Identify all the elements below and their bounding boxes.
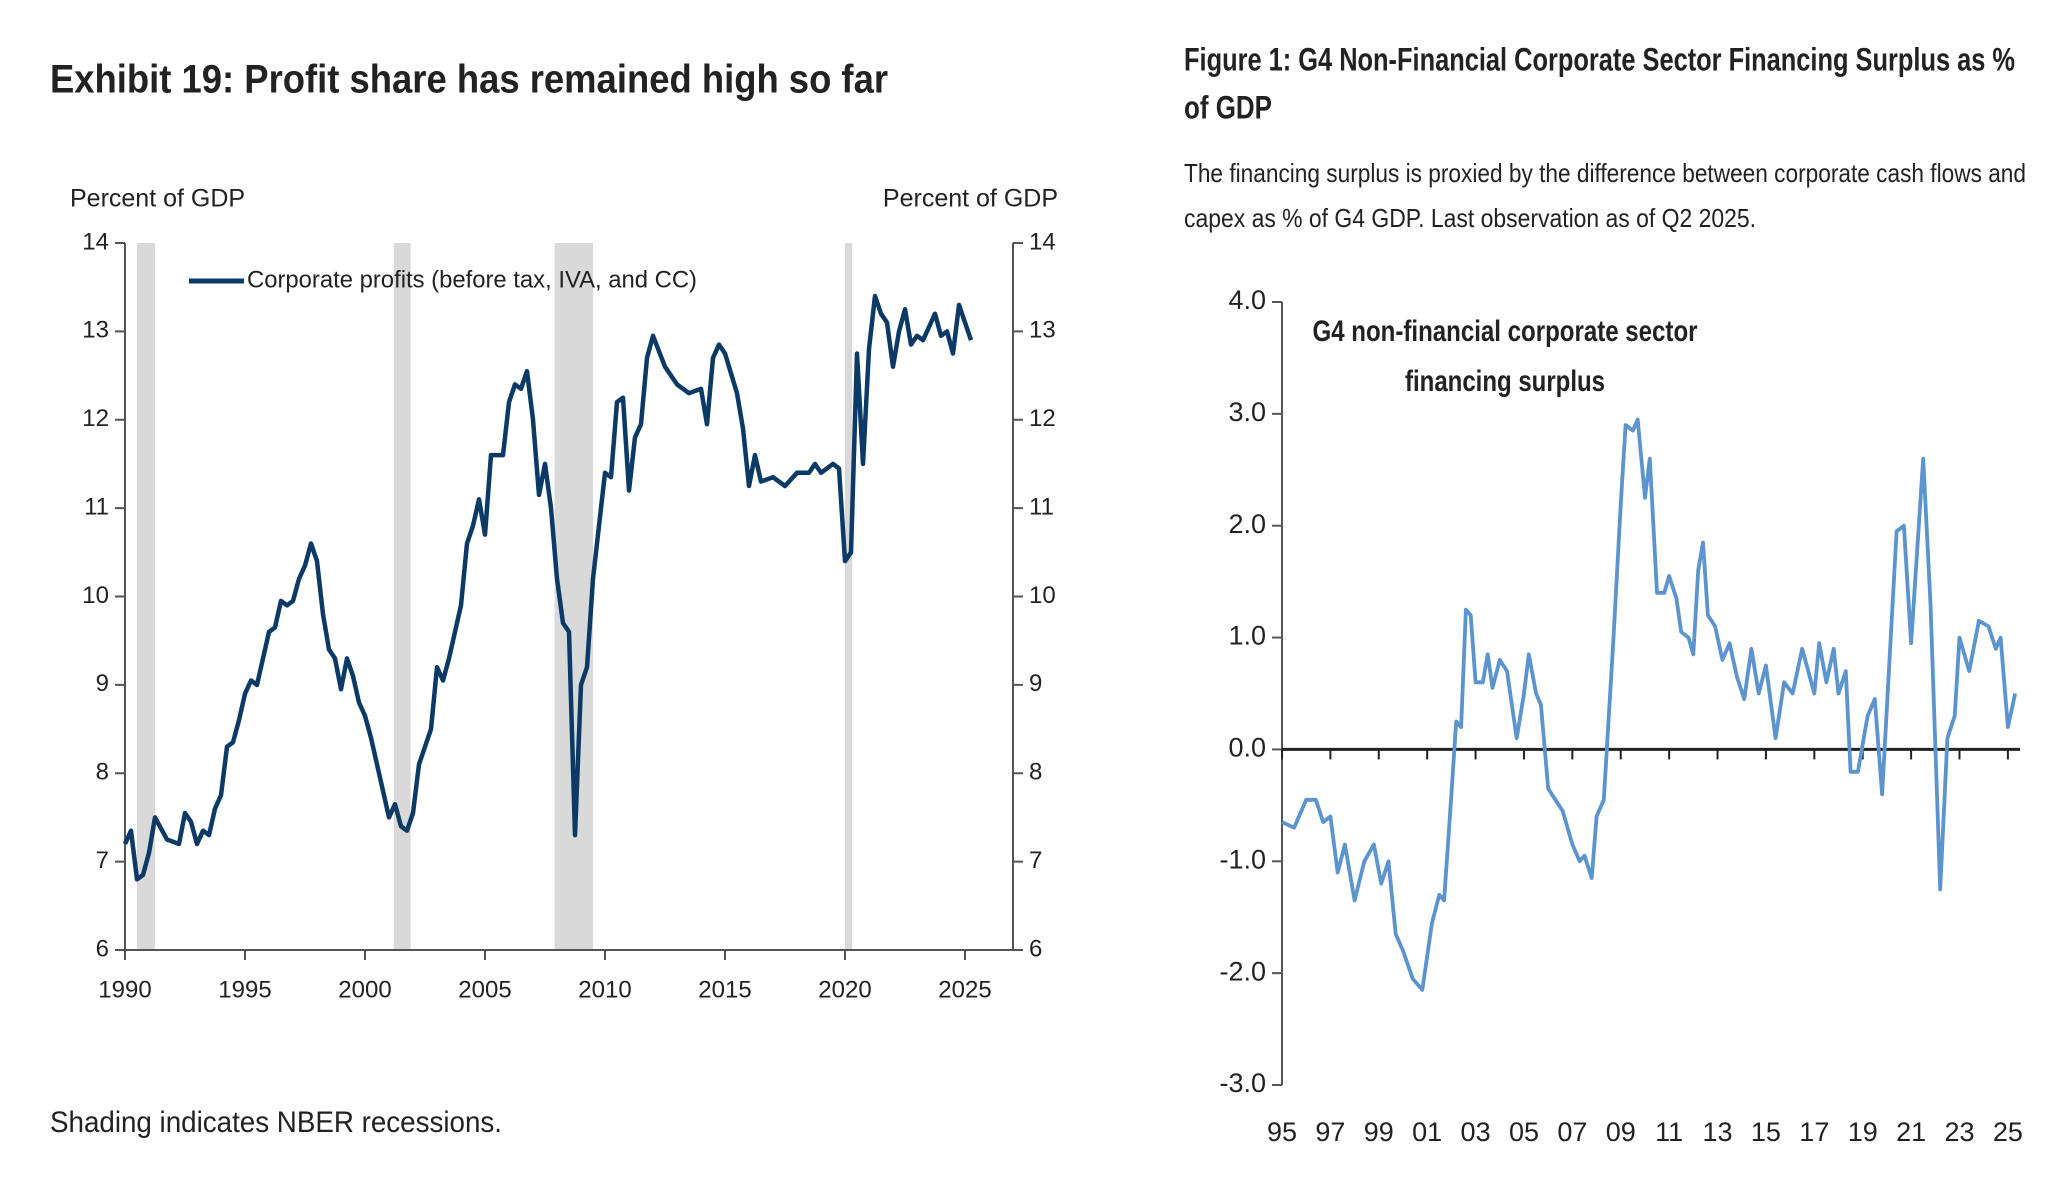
x-tick-label: 09 <box>1606 1117 1636 1147</box>
y-tick-label: 0.0 <box>1228 733 1266 763</box>
x-tick-label: 05 <box>1509 1117 1539 1147</box>
y2-tick-label: 10 <box>1029 582 1056 609</box>
subtitle: The financing surplus is proxied by the … <box>1184 158 2026 188</box>
x-tick-label: 15 <box>1751 1117 1781 1147</box>
y2-tick-label: 12 <box>1029 405 1056 432</box>
chart-title: Figure 1: G4 Non-Financial Corporate Sec… <box>1184 41 2015 77</box>
y-tick-label: 8 <box>96 759 109 786</box>
legend-label: Corporate profits (before tax, IVA, and … <box>247 266 697 293</box>
y-tick-label: 2.0 <box>1228 509 1266 539</box>
y2-tick-label: 11 <box>1029 493 1054 520</box>
x-tick-label: 2020 <box>818 976 871 1003</box>
y-tick-label: 6 <box>96 935 109 962</box>
x-tick-label: 2000 <box>338 976 391 1003</box>
y-tick-label: 12 <box>82 405 109 432</box>
chart-title: Exhibit 19: Profit share has remained hi… <box>50 58 888 102</box>
footnote: Shading indicates NBER recessions. <box>50 1106 502 1139</box>
annotation: financing surplus <box>1405 365 1605 398</box>
y-tick-label: 14 <box>82 228 109 255</box>
x-tick-label: 11 <box>1655 1117 1683 1147</box>
x-tick-label: 1990 <box>98 976 151 1003</box>
y-tick-label: 7 <box>96 847 109 874</box>
subtitle: capex as % of G4 GDP. Last observation a… <box>1184 203 1756 233</box>
y-tick-label: 1.0 <box>1228 621 1266 651</box>
y-tick-label: 10 <box>82 582 109 609</box>
recession-band <box>845 243 853 950</box>
y-tick-label: 9 <box>96 670 109 697</box>
x-tick-label: 25 <box>1993 1117 2023 1147</box>
y-tick-label: 11 <box>84 493 109 520</box>
x-tick-label: 2025 <box>938 976 991 1003</box>
x-tick-label: 2010 <box>578 976 631 1003</box>
x-tick-label: 97 <box>1315 1117 1345 1147</box>
x-tick-label: 95 <box>1267 1117 1297 1147</box>
x-tick-label: 1995 <box>218 976 271 1003</box>
x-tick-label: 17 <box>1799 1117 1829 1147</box>
annotation: G4 non-financial corporate sector <box>1313 315 1698 348</box>
y2-tick-label: 6 <box>1029 935 1042 962</box>
y2-tick-label: 9 <box>1029 670 1042 697</box>
y-tick-label: -1.0 <box>1219 844 1266 874</box>
x-tick-label: 13 <box>1703 1117 1733 1147</box>
y2-tick-label: 7 <box>1029 847 1042 874</box>
x-tick-label: 21 <box>1896 1117 1926 1147</box>
x-tick-label: 2005 <box>458 976 511 1003</box>
y2-tick-label: 13 <box>1029 317 1056 344</box>
recession-band <box>137 243 155 950</box>
x-tick-label: 07 <box>1557 1117 1587 1147</box>
y-tick-label: 13 <box>82 317 109 344</box>
data-line <box>122 293 974 882</box>
y2-tick-label: 14 <box>1029 228 1056 255</box>
y2-axis-label: Percent of GDP <box>883 185 1058 213</box>
y-tick-label: -2.0 <box>1219 956 1266 986</box>
data-line <box>1281 417 2018 992</box>
y-tick-label: -3.0 <box>1219 1068 1266 1098</box>
x-tick-label: 23 <box>1944 1117 1974 1147</box>
y-tick-label: 4.0 <box>1228 285 1266 315</box>
x-tick-label: 2015 <box>698 976 751 1003</box>
x-tick-label: 99 <box>1364 1117 1394 1147</box>
y-axis-label: Percent of GDP <box>70 185 245 213</box>
x-tick-label: 01 <box>1412 1117 1442 1147</box>
chart-title: of GDP <box>1184 89 1272 125</box>
y2-tick-label: 8 <box>1029 759 1042 786</box>
y-tick-label: 3.0 <box>1228 397 1266 427</box>
x-tick-label: 19 <box>1848 1117 1878 1147</box>
recession-band <box>393 243 411 950</box>
x-tick-label: 03 <box>1461 1117 1491 1147</box>
